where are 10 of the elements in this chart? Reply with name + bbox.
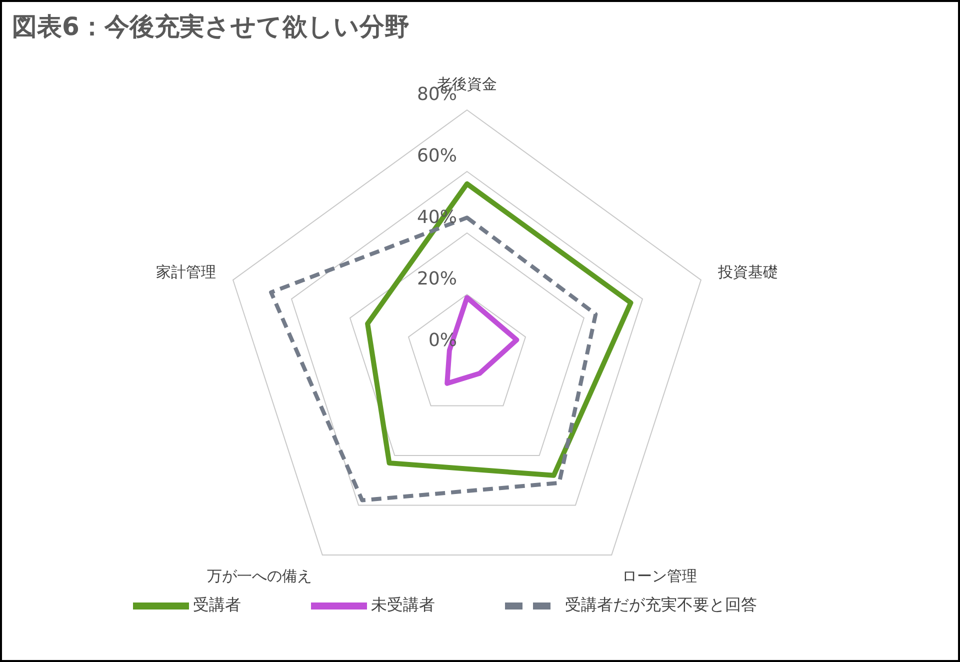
spoke-label: 万が一への備え (206, 567, 312, 586)
legend-label: 受講者だが充実不要と回答 (565, 595, 757, 614)
spoke-label: ローン管理 (622, 567, 698, 586)
legend-label: 受講者 (193, 595, 241, 614)
spoke-label: 投資基礎 (717, 262, 778, 281)
y-tick-label: 60% (416, 146, 457, 166)
y-tick-label: 20% (416, 268, 457, 290)
legend-label: 未受講者 (371, 595, 435, 614)
spoke-label: 家計管理 (156, 262, 216, 281)
chart-title: 図表6：今後充実させて欲しい分野 (12, 11, 410, 43)
